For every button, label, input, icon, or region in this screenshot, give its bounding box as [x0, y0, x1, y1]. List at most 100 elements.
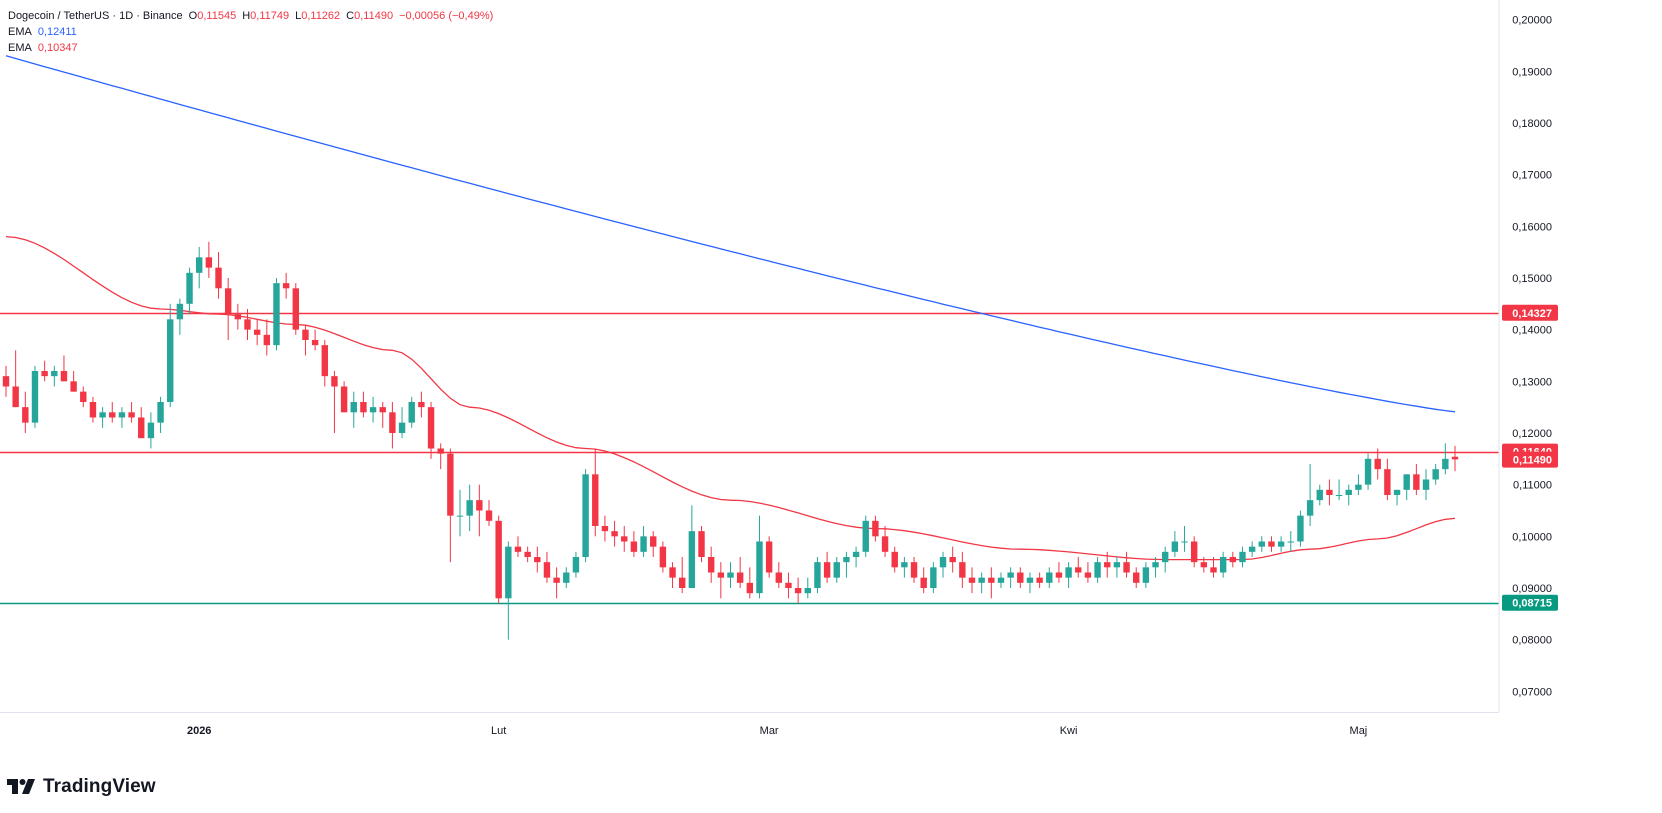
price-tick-label: 0,08000 — [1512, 635, 1552, 647]
price-tick-label: 0,17000 — [1512, 170, 1552, 182]
candle-body — [968, 577, 976, 583]
candle-body — [118, 412, 126, 418]
candle-body — [611, 531, 618, 537]
candle-body — [12, 386, 19, 408]
candle-body — [253, 329, 261, 335]
candle-body — [1258, 541, 1265, 547]
tradingview-logo[interactable]: TradingView — [7, 776, 156, 798]
candle-body — [1210, 567, 1217, 573]
candle-body — [51, 370, 58, 377]
candle-body — [1026, 577, 1034, 583]
candle-body — [659, 546, 667, 568]
candle-body — [495, 520, 502, 599]
candle-body — [640, 536, 647, 552]
price-tick-label: 0,15000 — [1512, 273, 1552, 285]
candle-body — [1171, 541, 1179, 552]
candle-body — [765, 541, 773, 573]
candle-body — [389, 412, 396, 433]
time-tick-label: Mar — [760, 725, 779, 737]
price-tick-label: 0,10000 — [1512, 531, 1552, 543]
ohlc-high: H0,11749 — [242, 10, 290, 22]
candle-body — [1104, 562, 1111, 568]
price-tick-label: 0,11000 — [1513, 480, 1552, 492]
candle-body — [1152, 562, 1159, 568]
candle-body — [1316, 489, 1323, 501]
candle-body — [688, 531, 696, 588]
price-line-tag-bg — [1502, 594, 1558, 611]
candle-body — [1200, 562, 1208, 568]
candle-body — [997, 577, 1005, 583]
candle-body — [321, 345, 328, 377]
symbol-row: Dogecoin / TetherUS · 1D · Binance O0,11… — [8, 8, 493, 24]
candle-body — [1219, 556, 1227, 573]
candle-body — [263, 334, 271, 346]
candle-body — [1355, 484, 1362, 490]
candle-body — [311, 339, 319, 346]
candle-body — [128, 412, 135, 418]
candle-body — [514, 546, 522, 552]
candle-body — [756, 541, 763, 594]
candle-body — [80, 391, 87, 402]
candle-body — [1142, 567, 1150, 583]
candle-body — [408, 401, 415, 423]
candle-body — [167, 319, 174, 402]
price-tick-label: 0,19000 — [1512, 66, 1552, 78]
tradingview-wordmark: TradingView — [43, 776, 156, 797]
candle-body — [41, 370, 48, 377]
candle-body — [379, 407, 386, 413]
candle-body — [1007, 572, 1014, 578]
candle-body — [1287, 541, 1294, 543]
ema-short-label: EMA — [8, 42, 32, 54]
candle-body — [746, 582, 754, 594]
candle-body — [60, 370, 68, 382]
candle-body — [1442, 458, 1449, 470]
candle-body — [814, 562, 821, 588]
candle-body — [736, 572, 744, 583]
tradingview-logo-icon — [7, 779, 35, 794]
price-tick-label: 0,16000 — [1512, 221, 1552, 233]
candle-body — [1084, 572, 1092, 578]
candle-body — [70, 381, 77, 392]
candle-body — [679, 577, 686, 588]
candle-body — [437, 448, 444, 454]
candle-body — [224, 288, 232, 315]
candle-body — [485, 510, 493, 521]
candle-body — [891, 551, 898, 568]
ema-long-line — [5, 55, 1456, 413]
candle-body — [959, 562, 966, 578]
time-axis: 2026 Lut Mar Kwi Maj — [0, 712, 1499, 737]
candle-body — [1162, 551, 1169, 563]
candle-body — [1046, 572, 1053, 583]
price-line-tag-bg — [1502, 304, 1558, 321]
candle-body — [707, 556, 715, 573]
candle-body — [1055, 572, 1063, 578]
candle-body — [1133, 572, 1140, 583]
candle-body — [398, 422, 406, 433]
candle-body — [205, 257, 213, 268]
candle-body — [843, 556, 850, 563]
candle-body — [794, 587, 802, 594]
time-tick-label: Kwi — [1060, 725, 1078, 737]
candle-body — [669, 567, 676, 578]
ema-layer — [5, 55, 1456, 561]
candle-body — [1451, 456, 1459, 460]
candle-body — [920, 577, 927, 588]
candle-body — [1326, 489, 1333, 495]
candle-body — [872, 520, 879, 537]
candle-body — [582, 474, 589, 557]
ema-long-value: 0,12411 — [37, 26, 77, 38]
ema-long-row[interactable]: EMA 0,12411 — [8, 24, 493, 40]
candle-body — [350, 401, 357, 413]
candle-body — [785, 582, 792, 588]
ema-short-row[interactable]: EMA 0,10347 — [8, 40, 493, 56]
ohlc-open: O0,11545 — [188, 10, 237, 22]
candle-body — [823, 562, 831, 578]
price-change: −0,00056 (−0,49%) — [399, 10, 494, 22]
price-line-tag: 0,14327 — [1512, 308, 1552, 320]
candle-body — [466, 500, 473, 516]
candle-body — [89, 401, 97, 418]
candle-body — [447, 453, 454, 516]
candle-body — [572, 556, 580, 573]
